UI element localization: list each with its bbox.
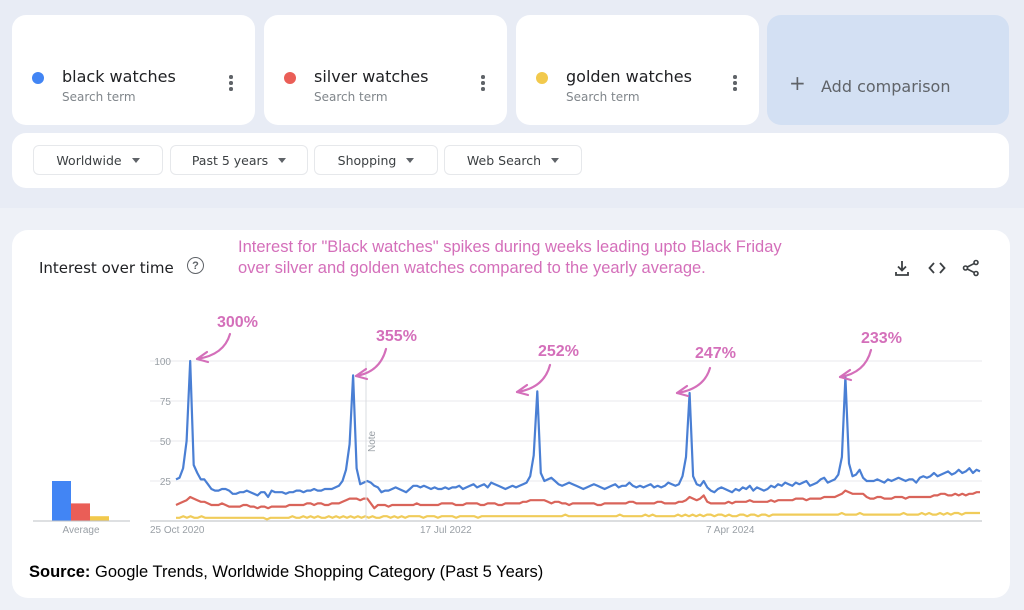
dropdown-label: Worldwide: [56, 152, 122, 168]
series-line: [176, 511, 980, 521]
caret-down-icon: [278, 157, 287, 163]
term-subtitle: Search term: [62, 90, 136, 104]
average-bar-chart: Average: [33, 481, 130, 536]
region-dropdown[interactable]: Worldwide: [33, 145, 163, 175]
search-type-dropdown[interactable]: Web Search: [444, 145, 582, 175]
series-color-dot: [536, 72, 548, 84]
term-card-golden-watches[interactable]: golden watches Search term: [516, 15, 759, 125]
more-options-icon[interactable]: [733, 75, 737, 91]
time-range-dropdown[interactable]: Past 5 years: [170, 145, 308, 175]
annotation-line-2: over silver and golden watches compared …: [238, 259, 706, 277]
series-line: [175, 489, 980, 510]
x-tick-label: 17 Jul 2022: [420, 525, 472, 536]
series-color-dot: [32, 72, 44, 84]
average-bar: [90, 516, 109, 521]
filter-bar: Worldwide Past 5 years Shopping Web Sear…: [12, 133, 1009, 188]
chart-gridlines: 25 50 75 100 25 Oct 2020 17 Jul 2022 7 Apr 202…: [150, 357, 982, 536]
annotation-text: Interest for "Black watches" spikes duri…: [238, 237, 782, 279]
term-subtitle: Search term: [566, 90, 640, 104]
more-options-icon[interactable]: [481, 75, 485, 91]
dropdown-label: Web Search: [466, 152, 542, 168]
category-dropdown[interactable]: Shopping: [314, 145, 438, 175]
embed-icon[interactable]: [927, 258, 947, 278]
average-label: Average: [62, 525, 100, 536]
chart-series-lines: [175, 359, 981, 521]
source-text: Google Trends, Worldwide Shopping Catego…: [90, 563, 544, 581]
term-name: silver watches: [314, 67, 429, 86]
term-card-black-watches[interactable]: black watches Search term: [12, 15, 255, 125]
spike-label-4: 247%: [695, 345, 736, 362]
spike-arrows: [195, 332, 873, 398]
spike-label-1: 300%: [217, 314, 258, 331]
help-icon[interactable]: ?: [187, 257, 204, 274]
average-bar: [52, 481, 71, 521]
caret-down-icon: [131, 157, 140, 163]
source-caption: Source: Google Trends, Worldwide Shoppin…: [29, 563, 543, 582]
dropdown-label: Past 5 years: [191, 152, 269, 168]
add-comparison-button[interactable]: + Add comparison: [767, 15, 1009, 125]
y-tick-label: 75: [160, 397, 172, 408]
term-card-silver-watches[interactable]: silver watches Search term: [264, 15, 507, 125]
x-tick-label: 25 Oct 2020: [150, 525, 205, 536]
add-comparison-label: Add comparison: [821, 77, 951, 96]
source-label: Source:: [29, 563, 91, 581]
spike-label-2: 355%: [376, 328, 417, 345]
caret-down-icon: [406, 157, 415, 163]
term-subtitle: Search term: [314, 90, 388, 104]
spike-label-3: 252%: [538, 343, 579, 360]
series-color-dot: [284, 72, 296, 84]
dropdown-label: Shopping: [337, 152, 397, 168]
plus-icon: +: [789, 71, 806, 95]
more-options-icon[interactable]: [229, 75, 233, 91]
y-tick-label: 100: [154, 357, 171, 368]
series-line: [175, 359, 981, 499]
spike-label-5: 233%: [861, 330, 902, 347]
annotation-line-1: Interest for "Black watches" spikes duri…: [238, 238, 782, 256]
download-icon[interactable]: [892, 258, 912, 278]
x-tick-label: 7 Apr 2024: [706, 525, 755, 536]
term-name: black watches: [62, 67, 176, 86]
note-marker-label[interactable]: Note: [367, 430, 378, 452]
share-icon[interactable]: [961, 258, 981, 278]
y-tick-label: 50: [160, 437, 172, 448]
term-name: golden watches: [566, 67, 692, 86]
caret-down-icon: [551, 157, 560, 163]
average-bar: [71, 503, 90, 521]
panel-title: Interest over time: [39, 259, 174, 277]
y-tick-label: 25: [160, 477, 172, 488]
